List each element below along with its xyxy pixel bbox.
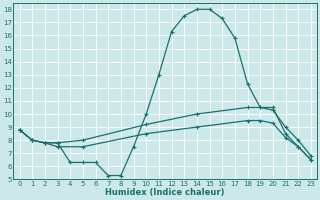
X-axis label: Humidex (Indice chaleur): Humidex (Indice chaleur) [106, 188, 225, 197]
